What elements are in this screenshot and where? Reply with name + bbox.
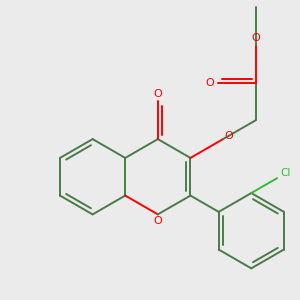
Text: O: O — [206, 78, 214, 88]
Text: O: O — [154, 88, 162, 98]
Text: O: O — [225, 130, 233, 141]
Text: O: O — [251, 33, 260, 43]
Text: O: O — [154, 216, 162, 226]
Text: Cl: Cl — [280, 168, 291, 178]
